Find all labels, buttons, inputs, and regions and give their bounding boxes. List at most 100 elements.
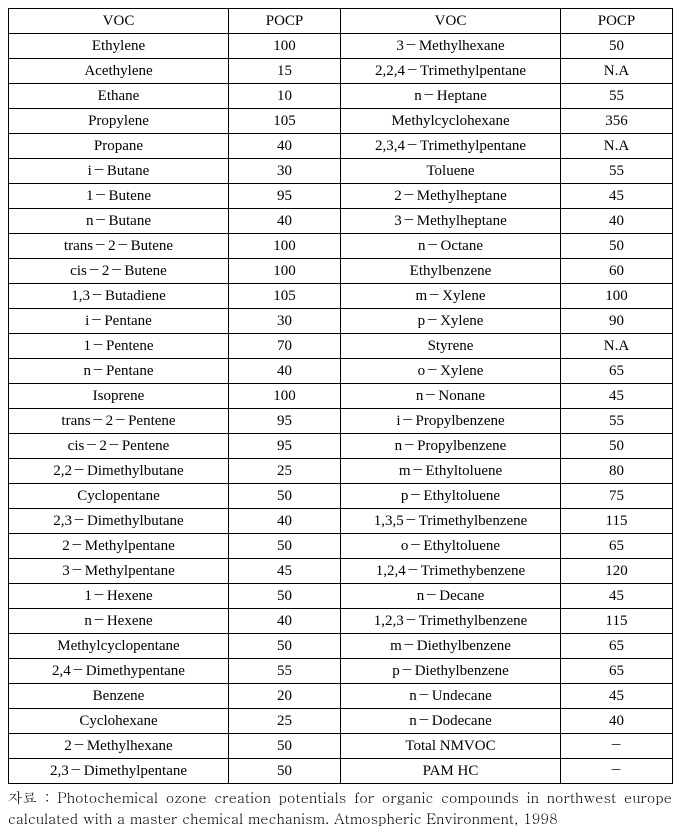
voc-cell: 2,4－Dimethypentane <box>9 659 229 684</box>
voc-cell: Acethylene <box>9 59 229 84</box>
table-row: n－Hexene401,2,3－Trimethylbenzene115 <box>9 609 673 634</box>
voc-cell: n－Decane <box>341 584 561 609</box>
pocp-cell: 65 <box>561 534 673 559</box>
pocp-cell: 45 <box>229 559 341 584</box>
table-row: Isoprene100n－Nonane45 <box>9 384 673 409</box>
voc-cell: Ethylene <box>9 34 229 59</box>
voc-cell: PAM HC <box>341 759 561 784</box>
voc-cell: 1－Butene <box>9 184 229 209</box>
voc-cell: i－Propylbenzene <box>341 409 561 434</box>
pocp-cell: － <box>561 734 673 759</box>
pocp-cell: 25 <box>229 709 341 734</box>
table-row: trans－2－Butene100n－Octane50 <box>9 234 673 259</box>
voc-cell: Methylcyclohexane <box>341 109 561 134</box>
voc-cell: 2－Methylhexane <box>9 734 229 759</box>
pocp-cell: 50 <box>561 34 673 59</box>
pocp-cell: 50 <box>229 734 341 759</box>
pocp-cell: 95 <box>229 434 341 459</box>
pocp-cell: 75 <box>561 484 673 509</box>
voc-cell: n－Undecane <box>341 684 561 709</box>
table-row: 1－Butene952－Methylheptane45 <box>9 184 673 209</box>
table-row: Cyclohexane25n－Dodecane40 <box>9 709 673 734</box>
pocp-cell: 80 <box>561 459 673 484</box>
pocp-cell: 100 <box>229 259 341 284</box>
table-row: 2－Methylpentane50o－Ethyltoluene65 <box>9 534 673 559</box>
pocp-cell: 55 <box>229 659 341 684</box>
pocp-cell: 40 <box>229 134 341 159</box>
voc-cell: n－Octane <box>341 234 561 259</box>
pocp-cell: 50 <box>561 234 673 259</box>
pocp-cell: 30 <box>229 309 341 334</box>
pocp-cell: 55 <box>561 84 673 109</box>
header-pocp-1: POCP <box>229 9 341 34</box>
table-row: trans－2－Pentene95i－Propylbenzene55 <box>9 409 673 434</box>
voc-pocp-table: VOC POCP VOC POCP Ethylene1003－Methylhex… <box>8 8 673 784</box>
table-header-row: VOC POCP VOC POCP <box>9 9 673 34</box>
voc-cell: p－Ethyltoluene <box>341 484 561 509</box>
pocp-cell: 10 <box>229 84 341 109</box>
table-row: 2,4－Dimethypentane55p－Diethylbenzene65 <box>9 659 673 684</box>
table-row: Ethylene1003－Methylhexane50 <box>9 34 673 59</box>
voc-cell: Styrene <box>341 334 561 359</box>
voc-cell: 2,2,4－Trimethylpentane <box>341 59 561 84</box>
voc-cell: 3－Methylhexane <box>341 34 561 59</box>
pocp-cell: 30 <box>229 159 341 184</box>
voc-cell: n－Butane <box>9 209 229 234</box>
pocp-cell: 100 <box>561 284 673 309</box>
voc-cell: i－Butane <box>9 159 229 184</box>
pocp-cell: 95 <box>229 184 341 209</box>
table-row: n－Butane403－Methylheptane40 <box>9 209 673 234</box>
table-row: 2,3－Dimethylpentane50PAM HC－ <box>9 759 673 784</box>
table-row: cis－2－Butene100Ethylbenzene60 <box>9 259 673 284</box>
pocp-cell: N.A <box>561 134 673 159</box>
voc-cell: trans－2－Pentene <box>9 409 229 434</box>
voc-cell: 2,3－Dimethylbutane <box>9 509 229 534</box>
table-row: 2－Methylhexane50Total NMVOC－ <box>9 734 673 759</box>
pocp-cell: 65 <box>561 359 673 384</box>
pocp-cell: 105 <box>229 109 341 134</box>
pocp-cell: 40 <box>229 359 341 384</box>
pocp-cell: 100 <box>229 384 341 409</box>
table-row: cis－2－Pentene95n－Propylbenzene50 <box>9 434 673 459</box>
voc-cell: n－Heptane <box>341 84 561 109</box>
table-row: Benzene20n－Undecane45 <box>9 684 673 709</box>
voc-cell: cis－2－Pentene <box>9 434 229 459</box>
table-row: Acethylene152,2,4－TrimethylpentaneN.A <box>9 59 673 84</box>
pocp-cell: 100 <box>229 234 341 259</box>
header-voc-1: VOC <box>9 9 229 34</box>
voc-cell: Total NMVOC <box>341 734 561 759</box>
voc-cell: 3－Methylpentane <box>9 559 229 584</box>
pocp-cell: 45 <box>561 584 673 609</box>
table-row: 2,2－Dimethylbutane25m－Ethyltoluene80 <box>9 459 673 484</box>
pocp-cell: 95 <box>229 409 341 434</box>
pocp-cell: 90 <box>561 309 673 334</box>
voc-cell: 2,3－Dimethylpentane <box>9 759 229 784</box>
table-row: n－Pentane40o－Xylene65 <box>9 359 673 384</box>
voc-cell: Cyclohexane <box>9 709 229 734</box>
pocp-cell: N.A <box>561 334 673 359</box>
pocp-cell: N.A <box>561 59 673 84</box>
pocp-cell: － <box>561 759 673 784</box>
table-row: i－Butane30Toluene55 <box>9 159 673 184</box>
pocp-cell: 20 <box>229 684 341 709</box>
voc-cell: p－Xylene <box>341 309 561 334</box>
pocp-cell: 55 <box>561 159 673 184</box>
voc-cell: n－Dodecane <box>341 709 561 734</box>
pocp-cell: 45 <box>561 184 673 209</box>
table-row: Propylene105Methylcyclohexane356 <box>9 109 673 134</box>
voc-cell: 2,2－Dimethylbutane <box>9 459 229 484</box>
voc-cell: m－Xylene <box>341 284 561 309</box>
header-pocp-2: POCP <box>561 9 673 34</box>
pocp-cell: 50 <box>229 759 341 784</box>
voc-cell: o－Ethyltoluene <box>341 534 561 559</box>
table-row: Propane402,3,4－TrimethylpentaneN.A <box>9 134 673 159</box>
pocp-cell: 65 <box>561 659 673 684</box>
voc-cell: Toluene <box>341 159 561 184</box>
voc-cell: Propylene <box>9 109 229 134</box>
pocp-cell: 356 <box>561 109 673 134</box>
table-row: Cyclopentane50p－Ethyltoluene75 <box>9 484 673 509</box>
voc-cell: trans－2－Butene <box>9 234 229 259</box>
voc-cell: o－Xylene <box>341 359 561 384</box>
pocp-cell: 45 <box>561 684 673 709</box>
pocp-cell: 15 <box>229 59 341 84</box>
